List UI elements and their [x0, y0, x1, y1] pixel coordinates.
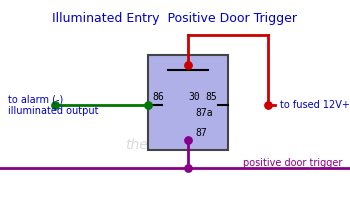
- Point: [185, 63, 191, 67]
- Text: 85: 85: [205, 92, 217, 102]
- Text: the12volt.com: the12volt.com: [125, 138, 225, 152]
- Bar: [148, 55, 228, 150]
- Text: to alarm (-)
illuminated output: to alarm (-) illuminated output: [8, 94, 98, 116]
- Text: Illuminated Entry  Positive Door Trigger: Illuminated Entry Positive Door Trigger: [52, 12, 298, 25]
- Point: [145, 103, 151, 107]
- Point: [52, 103, 58, 107]
- Text: 30: 30: [188, 92, 200, 102]
- Point: [265, 103, 271, 107]
- Text: to fused 12V+: to fused 12V+: [280, 100, 350, 110]
- Text: 87: 87: [195, 128, 207, 138]
- Text: 86: 86: [152, 92, 164, 102]
- Point: [185, 138, 191, 142]
- Text: 87a: 87a: [195, 108, 213, 118]
- Point: [185, 166, 191, 170]
- Text: positive door trigger: positive door trigger: [243, 158, 342, 168]
